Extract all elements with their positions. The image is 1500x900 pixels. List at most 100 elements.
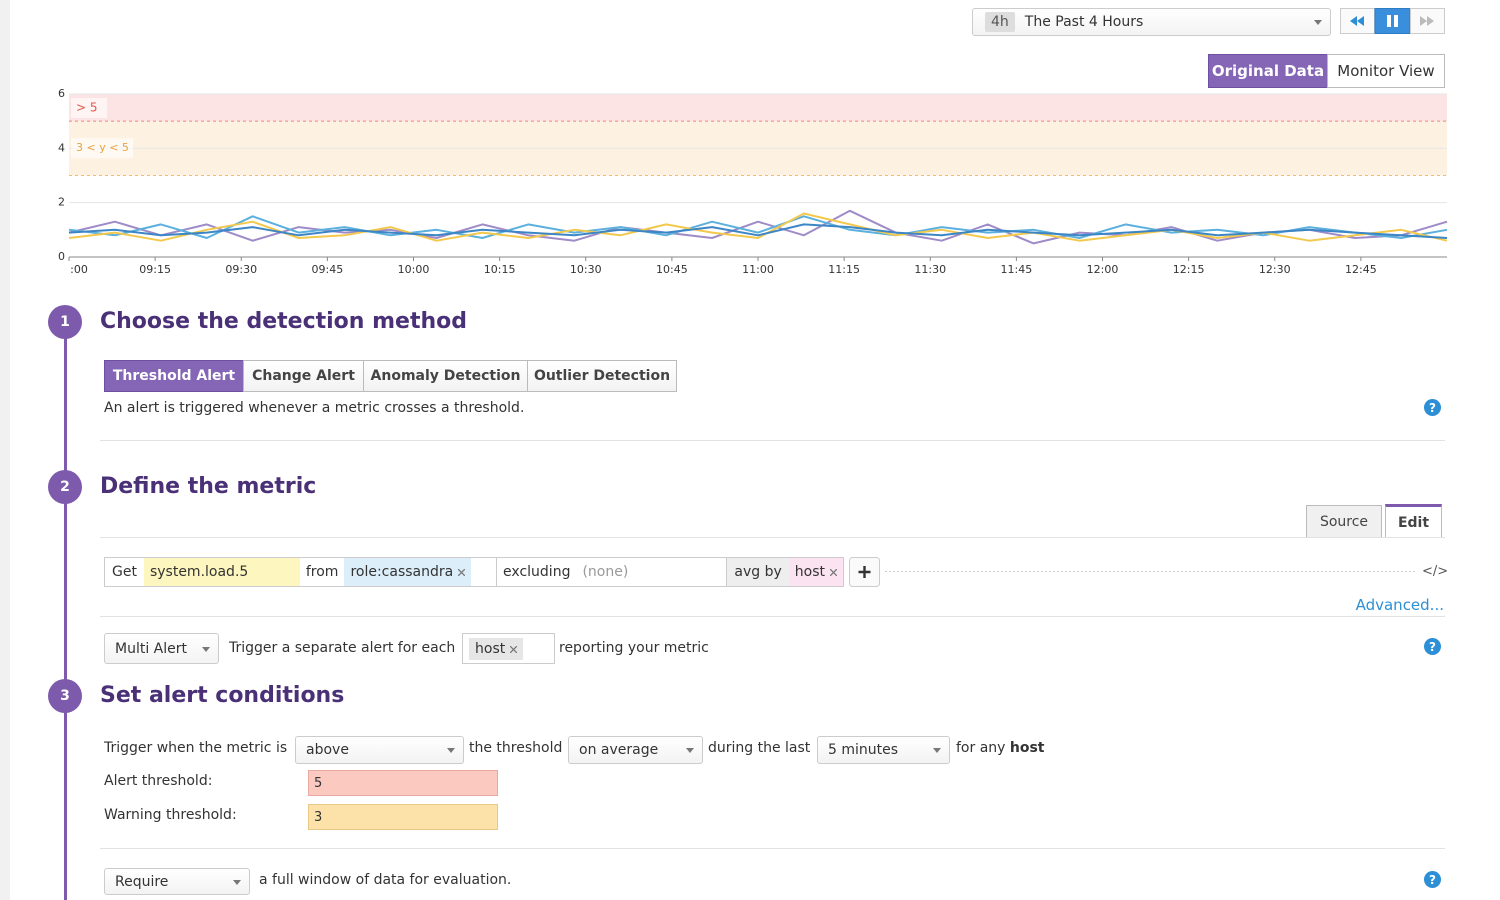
query-label: Get [112,564,137,580]
pause-icon [1394,15,1398,27]
x-tick-label: 09:30 [225,263,257,276]
series-line [68,223,1448,239]
condition-text: Trigger when the metric is [104,740,288,756]
y-tick-label: 2 [58,196,65,209]
window-select[interactable]: 5 minutes [817,736,950,764]
chevron [686,748,694,753]
forward-button[interactable] [1410,8,1445,34]
x-tick-label: 10:15 [484,263,516,276]
step-number: 1 [48,305,82,339]
x-tick-label: :00 [70,263,88,276]
time-badge: 4h [985,12,1015,32]
view-tab[interactable]: Monitor View [1327,54,1445,88]
x-tick-label: 11:15 [828,263,860,276]
x-tick-label: 11:30 [914,263,946,276]
alert-band [69,94,1447,122]
help-icon[interactable]: ? [1424,871,1441,888]
select-value: above [306,742,349,758]
group-tag[interactable]: host [469,638,524,660]
pause-icon [1387,15,1391,27]
exclusion-field[interactable]: (none) [582,564,629,580]
chevron [202,646,210,652]
chevron [1314,20,1322,25]
series-line [68,209,1448,245]
divider [100,616,1445,617]
step-number: 3 [48,679,82,713]
multi-alert-select[interactable]: Multi Alert [104,633,219,664]
step-title: Set alert conditions [100,683,345,708]
forward-icon [1420,16,1434,26]
data-window-select[interactable]: Require [104,868,250,895]
add-function [849,557,1415,587]
series-line [68,212,1448,242]
x-tick-label: 12:15 [1173,263,1205,276]
alert-label: > 5 [76,101,98,115]
divider [100,537,1445,538]
divider [100,440,1445,441]
step-title: Choose the detection method [100,309,467,334]
x-tick-label: 11:45 [1001,263,1033,276]
x-tick-label: 09:15 [139,263,171,276]
threshold-label: Warning threshold: [104,807,237,823]
data-window-text: a full window of data for evaluation. [259,872,512,888]
tag-text: host [794,564,826,580]
advanced-link[interactable]: Advanced... [1355,596,1444,614]
code-toggle[interactable]: </> [1422,564,1449,579]
x-tick-label: 12:30 [1259,263,1291,276]
aggregation-select[interactable]: on average [568,736,703,764]
condition-text: for any host [956,741,1045,755]
method-tab[interactable]: Change Alert [243,360,364,392]
x-tick-label: 12:00 [1087,263,1119,276]
group-tag[interactable]: host [788,558,844,586]
alert-threshold-input[interactable]: 5 [308,770,498,796]
chevron [233,879,241,885]
side-gutter [0,0,10,900]
chevron [933,748,941,753]
threshold-label: Alert threshold: [104,773,213,789]
pause-button[interactable] [1374,8,1411,34]
y-tick-label: 4 [58,141,65,154]
playback-controls [1340,8,1445,34]
plus-icon [858,566,871,578]
time-range-select[interactable]: 4h The Past 4 Hours [972,8,1331,36]
query-editor: Get system.load.5 from role:cassandra ex… [104,557,844,587]
x-tick-label: 12:45 [1345,263,1377,276]
warning-threshold-input[interactable]: 3 [308,804,498,830]
editor-tab[interactable]: Edit [1385,504,1442,538]
help-icon[interactable]: ? [1424,638,1441,655]
method-tab[interactable]: Outlier Detection [527,360,677,392]
divider [100,848,1445,849]
separator [471,558,498,586]
tag-remove[interactable] [830,568,838,576]
scope-text: for any [956,740,1006,756]
scope-tag[interactable]: role:cassandra [344,558,472,586]
label-bg [71,138,133,159]
multi-alert-text: Trigger a separate alert for each [229,640,456,656]
select-value: Require [115,873,169,890]
series-line [68,215,1448,239]
y-tick-label: 6 [58,87,65,100]
tag-remove[interactable] [458,568,466,576]
editor-tab[interactable]: Source [1306,505,1382,538]
scope-value: host [1009,740,1045,756]
select-value: 5 minutes [828,742,899,758]
method-description: An alert is triggered whenever a metric … [104,400,525,416]
x-tick-label: 09:45 [312,263,344,276]
condition-text: during the last [708,740,811,756]
x-tick-label: 11:00 [742,263,774,276]
multi-alert-suffix: reporting your metric [559,640,709,656]
method-tab[interactable]: Threshold Alert [104,360,244,392]
comparator-select[interactable]: above [295,736,464,764]
help-icon[interactable]: ? [1424,399,1441,416]
method-tab[interactable]: Anomaly Detection [363,360,528,392]
query-label: avg by [726,558,789,586]
tag-remove[interactable] [510,645,518,653]
group-field[interactable]: host [462,633,555,664]
tag-text: host [475,641,506,657]
condition-text: the threshold [469,740,563,756]
time-label: The Past 4 Hours [1024,14,1144,30]
rewind-icon [1350,16,1364,26]
step-number: 2 [48,470,82,504]
metric-field[interactable]: system.load.5 [143,558,300,586]
